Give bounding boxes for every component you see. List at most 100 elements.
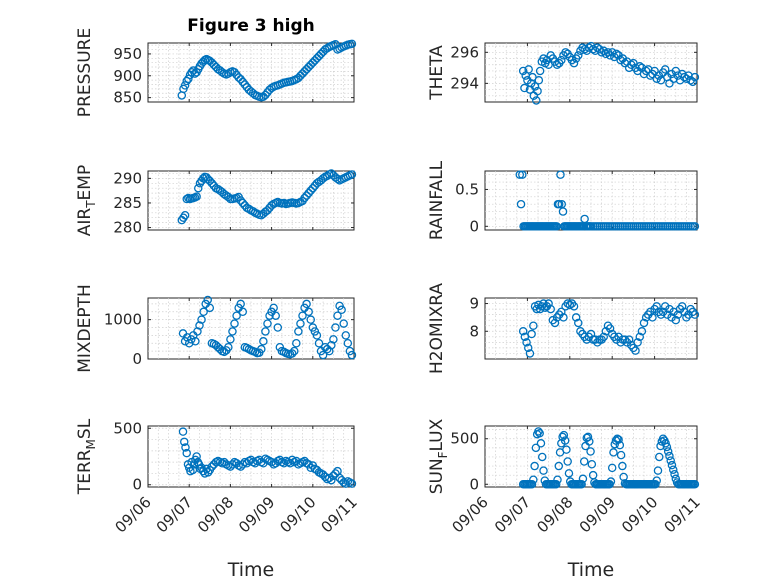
data-point — [522, 338, 531, 347]
data-point — [238, 77, 248, 87]
data-point — [191, 337, 200, 346]
data-markers — [178, 295, 357, 360]
data-point — [205, 176, 215, 186]
data-point — [559, 430, 569, 440]
data-point — [537, 452, 547, 462]
data-point — [224, 69, 233, 78]
data-point — [518, 170, 527, 179]
data-point — [343, 339, 353, 348]
data-point — [207, 179, 217, 188]
subplot-air-temp: 280 285 290 AIRTEMP — [75, 165, 357, 237]
data-point — [605, 324, 615, 333]
data-point — [194, 183, 203, 193]
data-point — [192, 452, 201, 461]
data-point — [236, 75, 245, 84]
data-point — [180, 81, 190, 90]
data-point — [618, 461, 627, 471]
data-point — [615, 440, 625, 450]
data-point — [550, 318, 560, 328]
data-point — [287, 349, 297, 358]
data-point — [559, 313, 568, 322]
y-tick-label: 0.5 — [455, 180, 479, 198]
data-point — [661, 439, 670, 448]
data-point — [224, 342, 233, 352]
data-point — [562, 445, 571, 454]
data-markers — [515, 170, 700, 231]
data-point — [325, 346, 334, 356]
data-point — [292, 339, 301, 348]
data-point — [565, 300, 575, 310]
data-point — [531, 443, 541, 453]
grid — [485, 171, 697, 230]
data-point — [583, 432, 593, 442]
data-point — [597, 48, 606, 57]
data-point — [554, 461, 564, 471]
data-point — [269, 303, 278, 313]
data-point — [193, 327, 202, 336]
y-tick-label: 280 — [113, 219, 142, 237]
data-point — [329, 335, 338, 344]
x-axis-label: Time — [567, 559, 615, 581]
data-point — [339, 319, 348, 328]
data-point — [267, 457, 276, 467]
data-point — [300, 193, 309, 203]
data-point — [327, 340, 336, 350]
data-point — [614, 435, 623, 444]
data-point — [532, 96, 541, 105]
data-point — [341, 479, 351, 488]
data-point — [677, 302, 687, 311]
y-tick-label: 900 — [113, 67, 142, 85]
x-tick-label: 09/09 — [576, 493, 619, 536]
data-point — [327, 475, 336, 485]
data-markers — [518, 427, 700, 489]
plot-area — [484, 297, 698, 360]
x-tick-label: 09/06 — [112, 493, 155, 536]
data-point — [533, 86, 542, 96]
data-point — [248, 207, 258, 216]
data-point — [197, 315, 206, 324]
data-point — [563, 457, 572, 466]
x-tick-label: 09/09 — [235, 493, 278, 536]
data-point — [232, 311, 241, 320]
data-point — [612, 49, 621, 59]
data-point — [588, 44, 598, 54]
data-point — [240, 80, 250, 89]
data-point — [306, 186, 315, 195]
data-point — [606, 477, 616, 486]
data-point — [182, 448, 191, 458]
data-point — [671, 315, 681, 325]
data-point — [558, 207, 568, 216]
data-point — [230, 68, 239, 77]
data-point — [302, 299, 311, 309]
subplot-h2omixra: 8 9 H2OMIXRA — [427, 283, 700, 374]
data-point — [228, 460, 237, 469]
x-tick-label: 09/06 — [449, 493, 492, 536]
data-point — [544, 299, 553, 308]
y-tick-label: 290 — [113, 169, 142, 187]
data-point — [536, 439, 546, 448]
data-point — [690, 480, 700, 489]
data-markers — [178, 427, 357, 488]
data-point — [236, 196, 245, 205]
data-point — [524, 65, 533, 74]
data-point — [535, 66, 545, 76]
data-point — [648, 313, 657, 322]
data-point — [530, 82, 540, 91]
y-axis-label: RAINFALL — [427, 160, 447, 240]
data-point — [320, 472, 330, 482]
y-axis-label: PRESSURE — [75, 28, 95, 117]
data-point — [607, 463, 617, 473]
data-point — [238, 307, 248, 317]
data-point — [578, 474, 588, 484]
data-point — [180, 210, 190, 220]
data-point — [609, 448, 618, 457]
chart-title: Figure 3 high — [187, 16, 315, 36]
y-tick-label: 1000 — [104, 311, 142, 329]
data-point — [296, 319, 305, 328]
data-point — [527, 480, 537, 489]
x-tick-label: 09/08 — [194, 493, 237, 536]
data-point — [551, 480, 561, 489]
data-point — [263, 319, 272, 328]
data-markers — [518, 299, 700, 358]
